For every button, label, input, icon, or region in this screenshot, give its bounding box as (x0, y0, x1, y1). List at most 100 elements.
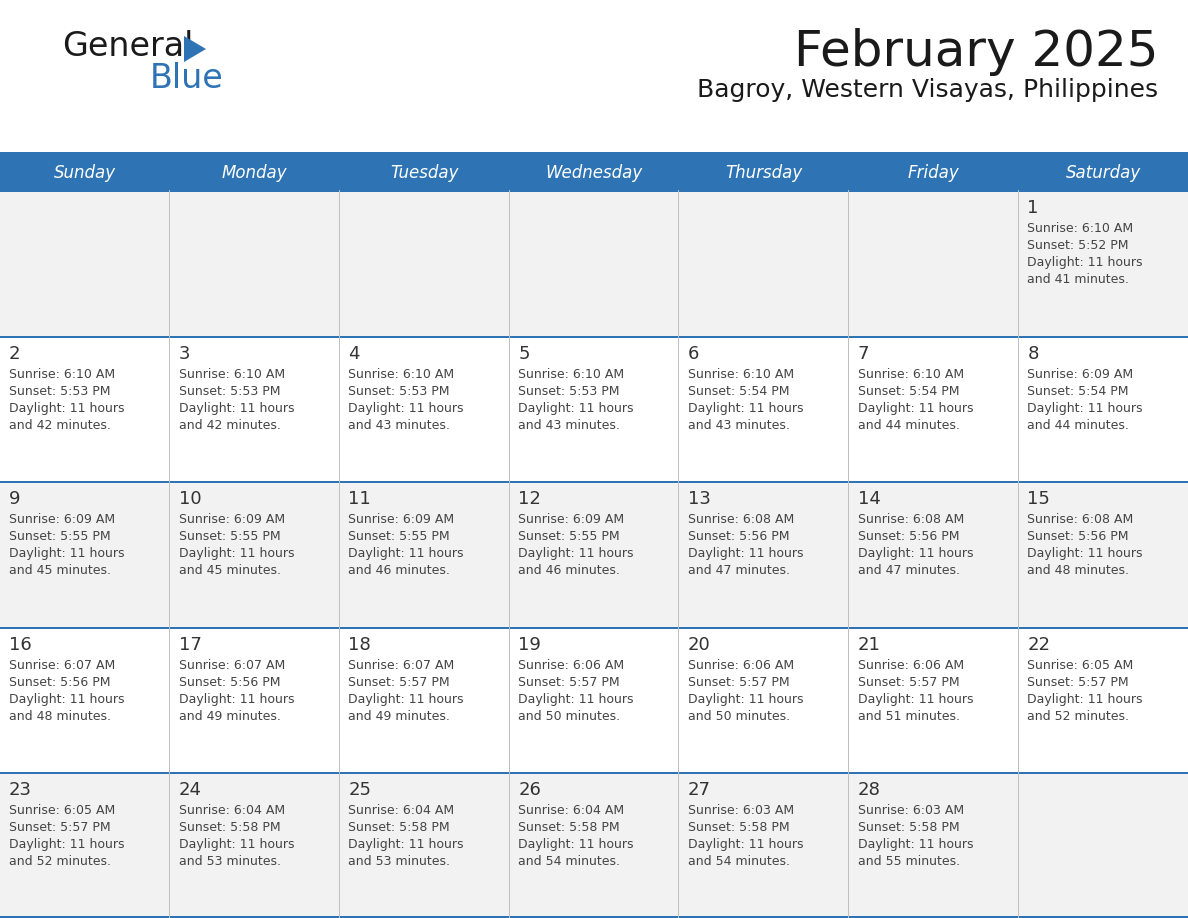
Text: Sunset: 5:56 PM: Sunset: 5:56 PM (10, 676, 110, 688)
Text: Sunday: Sunday (53, 164, 116, 182)
Text: Daylight: 11 hours: Daylight: 11 hours (348, 693, 465, 706)
Text: 28: 28 (858, 781, 880, 800)
Text: 12: 12 (518, 490, 541, 509)
Text: Sunset: 5:54 PM: Sunset: 5:54 PM (688, 385, 789, 397)
Text: and 42 minutes.: and 42 minutes. (178, 419, 280, 431)
Text: Sunset: 5:57 PM: Sunset: 5:57 PM (858, 676, 959, 688)
Text: 6: 6 (688, 344, 700, 363)
Text: 18: 18 (348, 636, 371, 654)
Text: Daylight: 11 hours: Daylight: 11 hours (688, 547, 803, 560)
Text: and 54 minutes.: and 54 minutes. (688, 856, 790, 868)
Text: Sunrise: 6:10 AM: Sunrise: 6:10 AM (1028, 222, 1133, 235)
Text: Daylight: 11 hours: Daylight: 11 hours (688, 693, 803, 706)
Text: Daylight: 11 hours: Daylight: 11 hours (1028, 547, 1143, 560)
Text: 15: 15 (1028, 490, 1050, 509)
Text: and 42 minutes.: and 42 minutes. (10, 419, 110, 431)
Text: 7: 7 (858, 344, 870, 363)
Text: Sunrise: 6:03 AM: Sunrise: 6:03 AM (858, 804, 963, 817)
Text: Sunrise: 6:08 AM: Sunrise: 6:08 AM (688, 513, 794, 526)
Text: Daylight: 11 hours: Daylight: 11 hours (10, 838, 125, 851)
Text: Daylight: 11 hours: Daylight: 11 hours (178, 547, 295, 560)
Text: and 53 minutes.: and 53 minutes. (178, 856, 280, 868)
Text: Sunrise: 6:09 AM: Sunrise: 6:09 AM (178, 513, 285, 526)
Text: Sunset: 5:53 PM: Sunset: 5:53 PM (348, 385, 450, 397)
Text: Sunset: 5:57 PM: Sunset: 5:57 PM (348, 676, 450, 688)
Text: Sunset: 5:54 PM: Sunset: 5:54 PM (858, 385, 959, 397)
Text: Sunset: 5:58 PM: Sunset: 5:58 PM (858, 822, 959, 834)
Text: Tuesday: Tuesday (390, 164, 459, 182)
Text: and 43 minutes.: and 43 minutes. (518, 419, 620, 431)
Text: Daylight: 11 hours: Daylight: 11 hours (348, 838, 465, 851)
Text: Daylight: 11 hours: Daylight: 11 hours (10, 401, 125, 415)
Text: Sunset: 5:56 PM: Sunset: 5:56 PM (858, 531, 959, 543)
Text: Blue: Blue (150, 62, 223, 95)
Text: and 41 minutes.: and 41 minutes. (1028, 273, 1129, 286)
Polygon shape (184, 36, 206, 62)
Text: Sunrise: 6:07 AM: Sunrise: 6:07 AM (348, 659, 455, 672)
Text: Sunset: 5:57 PM: Sunset: 5:57 PM (688, 676, 790, 688)
Text: General: General (62, 30, 194, 63)
Text: Sunset: 5:58 PM: Sunset: 5:58 PM (688, 822, 790, 834)
Text: Sunrise: 6:06 AM: Sunrise: 6:06 AM (518, 659, 624, 672)
Text: Sunrise: 6:03 AM: Sunrise: 6:03 AM (688, 804, 794, 817)
Text: Sunset: 5:57 PM: Sunset: 5:57 PM (10, 822, 110, 834)
Text: Sunset: 5:54 PM: Sunset: 5:54 PM (1028, 385, 1129, 397)
Text: Sunset: 5:58 PM: Sunset: 5:58 PM (348, 822, 450, 834)
Text: and 52 minutes.: and 52 minutes. (10, 856, 110, 868)
Text: and 43 minutes.: and 43 minutes. (348, 419, 450, 431)
Text: and 45 minutes.: and 45 minutes. (178, 565, 280, 577)
Text: Daylight: 11 hours: Daylight: 11 hours (858, 401, 973, 415)
Text: Daylight: 11 hours: Daylight: 11 hours (348, 547, 465, 560)
Text: Sunset: 5:57 PM: Sunset: 5:57 PM (1028, 676, 1129, 688)
Text: 5: 5 (518, 344, 530, 363)
Text: Sunrise: 6:04 AM: Sunrise: 6:04 AM (178, 804, 285, 817)
Text: Sunrise: 6:07 AM: Sunrise: 6:07 AM (10, 659, 115, 672)
Text: and 43 minutes.: and 43 minutes. (688, 419, 790, 431)
Text: Daylight: 11 hours: Daylight: 11 hours (858, 547, 973, 560)
Text: 1: 1 (1028, 199, 1038, 217)
Text: and 45 minutes.: and 45 minutes. (10, 565, 110, 577)
Text: Saturday: Saturday (1066, 164, 1140, 182)
Text: Sunrise: 6:07 AM: Sunrise: 6:07 AM (178, 659, 285, 672)
Text: Sunset: 5:56 PM: Sunset: 5:56 PM (688, 531, 789, 543)
Text: Sunrise: 6:10 AM: Sunrise: 6:10 AM (858, 367, 963, 381)
Text: and 50 minutes.: and 50 minutes. (518, 710, 620, 722)
Text: Sunrise: 6:09 AM: Sunrise: 6:09 AM (1028, 367, 1133, 381)
Text: Daylight: 11 hours: Daylight: 11 hours (688, 401, 803, 415)
Text: Sunrise: 6:10 AM: Sunrise: 6:10 AM (10, 367, 115, 381)
Text: 24: 24 (178, 781, 202, 800)
Text: Sunrise: 6:09 AM: Sunrise: 6:09 AM (348, 513, 455, 526)
Text: and 55 minutes.: and 55 minutes. (858, 856, 960, 868)
Text: Daylight: 11 hours: Daylight: 11 hours (178, 838, 295, 851)
Text: Sunrise: 6:05 AM: Sunrise: 6:05 AM (10, 804, 115, 817)
Text: Bagroy, Western Visayas, Philippines: Bagroy, Western Visayas, Philippines (697, 78, 1158, 102)
Text: Monday: Monday (222, 164, 287, 182)
Text: February 2025: February 2025 (794, 28, 1158, 76)
Text: 14: 14 (858, 490, 880, 509)
Text: Daylight: 11 hours: Daylight: 11 hours (10, 693, 125, 706)
Text: Daylight: 11 hours: Daylight: 11 hours (1028, 693, 1143, 706)
Text: Sunset: 5:58 PM: Sunset: 5:58 PM (518, 822, 620, 834)
Text: Sunset: 5:53 PM: Sunset: 5:53 PM (178, 385, 280, 397)
Text: Daylight: 11 hours: Daylight: 11 hours (1028, 256, 1143, 269)
Text: Daylight: 11 hours: Daylight: 11 hours (1028, 401, 1143, 415)
Text: Sunrise: 6:10 AM: Sunrise: 6:10 AM (518, 367, 624, 381)
Text: Friday: Friday (908, 164, 959, 182)
Text: Sunset: 5:52 PM: Sunset: 5:52 PM (1028, 239, 1129, 252)
Text: and 47 minutes.: and 47 minutes. (688, 565, 790, 577)
Text: 21: 21 (858, 636, 880, 654)
Text: and 48 minutes.: and 48 minutes. (1028, 565, 1130, 577)
Text: Daylight: 11 hours: Daylight: 11 hours (858, 838, 973, 851)
Text: 11: 11 (348, 490, 371, 509)
Text: 19: 19 (518, 636, 541, 654)
Text: Daylight: 11 hours: Daylight: 11 hours (518, 547, 633, 560)
Text: Sunrise: 6:09 AM: Sunrise: 6:09 AM (518, 513, 624, 526)
Text: 13: 13 (688, 490, 710, 509)
Text: Sunrise: 6:08 AM: Sunrise: 6:08 AM (1028, 513, 1133, 526)
Text: 10: 10 (178, 490, 201, 509)
Text: Sunrise: 6:06 AM: Sunrise: 6:06 AM (688, 659, 794, 672)
Text: Sunset: 5:55 PM: Sunset: 5:55 PM (518, 531, 620, 543)
Text: Daylight: 11 hours: Daylight: 11 hours (178, 693, 295, 706)
Text: Daylight: 11 hours: Daylight: 11 hours (10, 547, 125, 560)
Text: 20: 20 (688, 636, 710, 654)
